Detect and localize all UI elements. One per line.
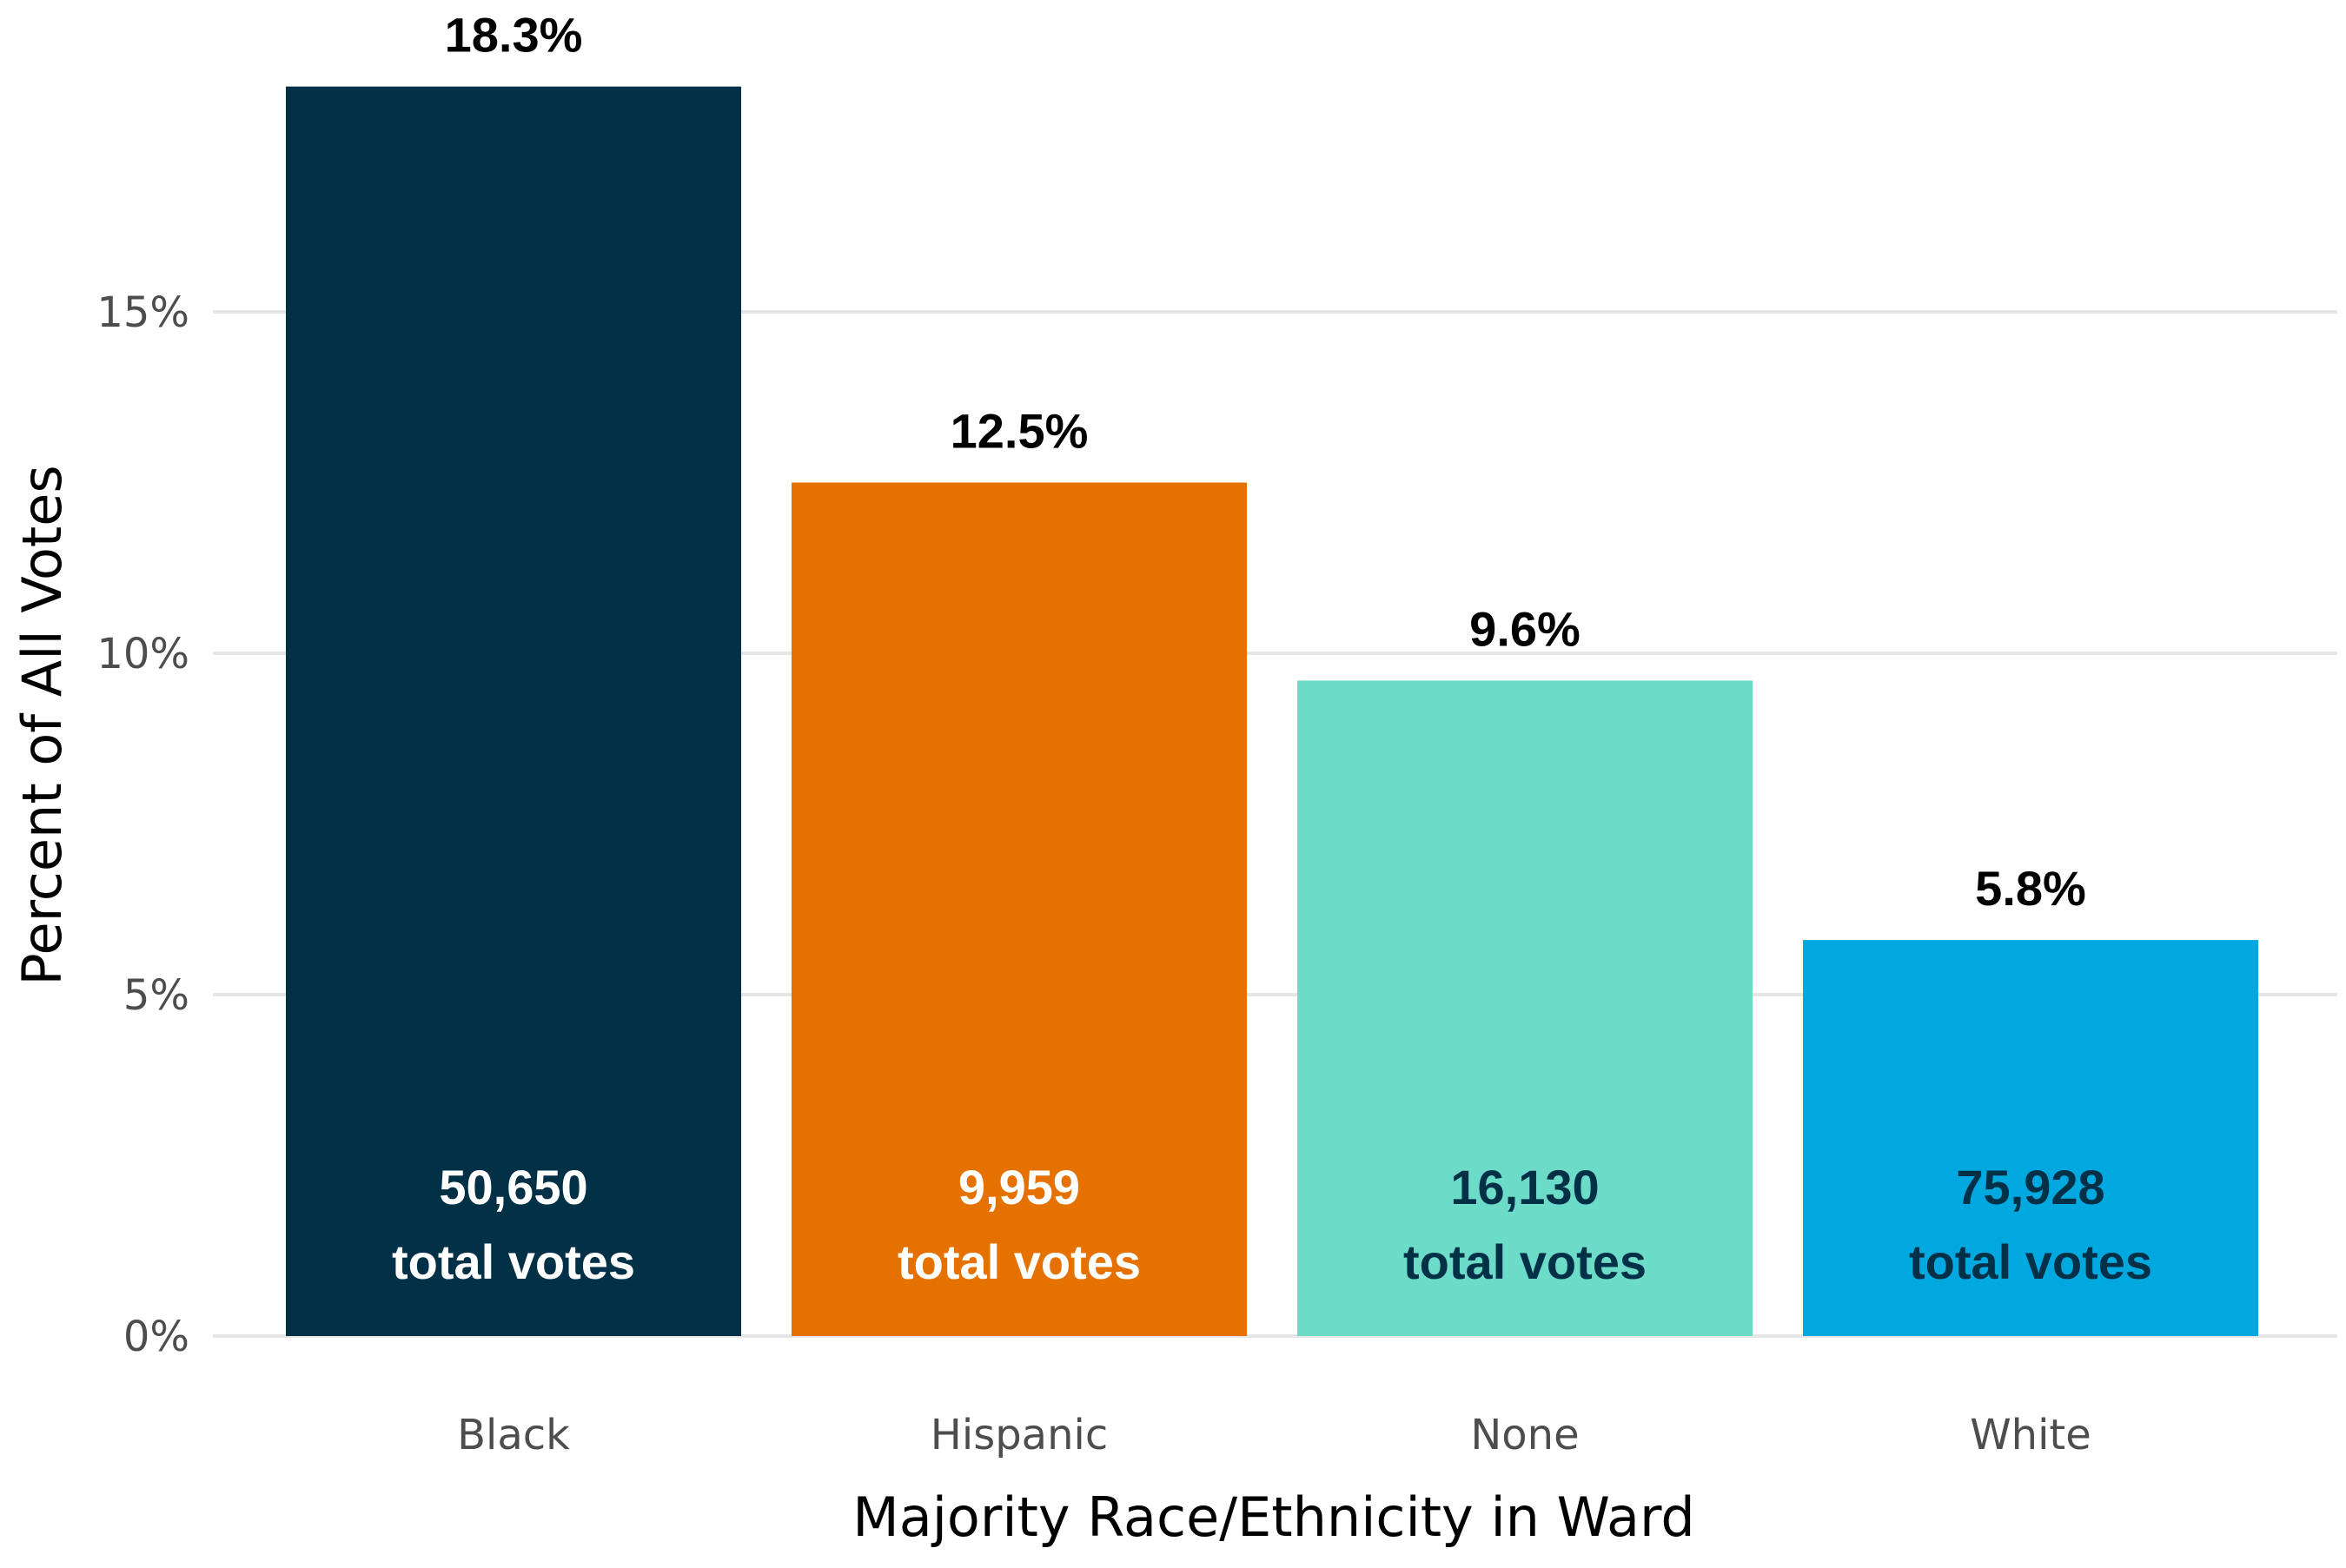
bar-total-votes-label: 50,650 [439, 1160, 587, 1214]
bar-total-votes-suffix: total votes [1909, 1234, 2152, 1289]
y-axis-title: Percent of All Votes [10, 465, 74, 985]
bars [286, 86, 2258, 1337]
bar [1803, 940, 2258, 1336]
data-labels: 18.3% 50,650 total votes 12.5% 9,959 total vo… [392, 8, 2152, 1289]
axis-ticks: 0% 5% 10% 15% Black Hispanic None White [96, 288, 2091, 1459]
bar-value-label: 12.5% [951, 404, 1089, 459]
x-tick-label: Hispanic [931, 1411, 1108, 1459]
bar [1297, 680, 1753, 1336]
bar-total-votes-label: 9,959 [958, 1160, 1080, 1214]
bar-total-votes-label: 16,130 [1450, 1160, 1599, 1214]
bar-total-votes-suffix: total votes [392, 1234, 635, 1289]
bar-total-votes-suffix: total votes [898, 1234, 1141, 1289]
y-tick-label: 10% [96, 630, 189, 678]
bar-total-votes-suffix: total votes [1403, 1234, 1647, 1289]
y-tick-label: 5% [123, 971, 189, 1020]
bar-value-label: 18.3% [445, 8, 583, 63]
x-axis-title: Majority Race/Ethnicity in Ward [852, 1485, 1695, 1549]
y-tick-label: 0% [123, 1313, 189, 1361]
bar [286, 86, 741, 1337]
y-tick-label: 15% [96, 288, 189, 337]
x-tick-label: None [1470, 1411, 1579, 1459]
x-tick-label: White [1970, 1411, 2091, 1459]
bar-total-votes-label: 75,928 [1956, 1160, 2104, 1214]
bar-value-label: 5.8% [1975, 861, 2086, 916]
x-tick-label: Black [457, 1411, 570, 1459]
bar [792, 482, 1247, 1336]
bar-value-label: 9.6% [1469, 601, 1581, 656]
